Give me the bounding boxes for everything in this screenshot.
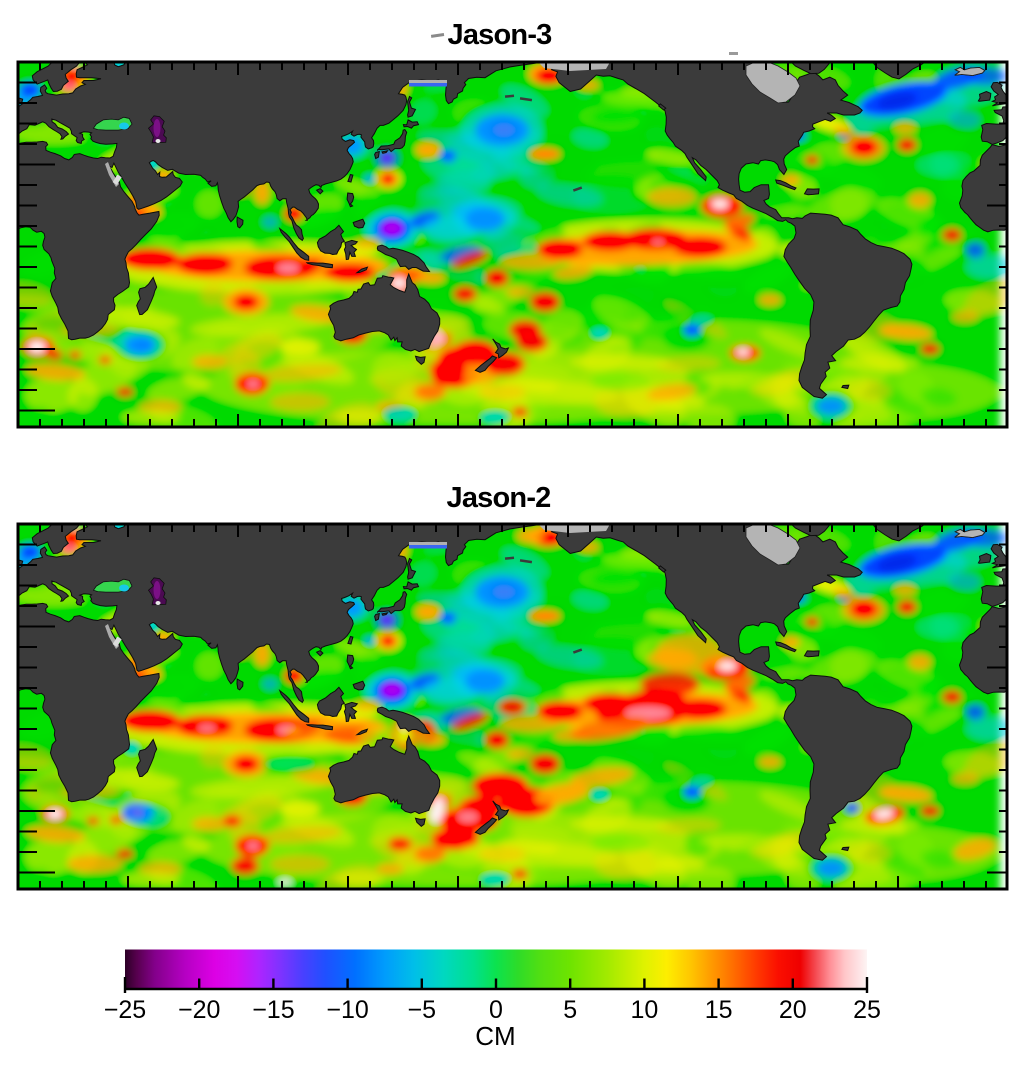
svg-text:5: 5: [563, 996, 577, 1024]
svg-text:20: 20: [779, 996, 807, 1024]
svg-text:15: 15: [705, 996, 733, 1024]
svg-text:CM: CM: [475, 1021, 515, 1051]
svg-text:Jason-3: Jason-3: [448, 19, 553, 51]
svg-text:−25: −25: [104, 996, 146, 1024]
svg-text:−15: −15: [252, 996, 294, 1024]
svg-text:−20: −20: [178, 996, 220, 1024]
svg-text:10: 10: [630, 996, 658, 1024]
svg-text:0: 0: [489, 996, 503, 1024]
svg-text:−10: −10: [326, 996, 368, 1024]
svg-text:Jason-2: Jason-2: [447, 482, 551, 514]
svg-text:−5: −5: [408, 996, 437, 1024]
svg-text:25: 25: [853, 996, 881, 1024]
